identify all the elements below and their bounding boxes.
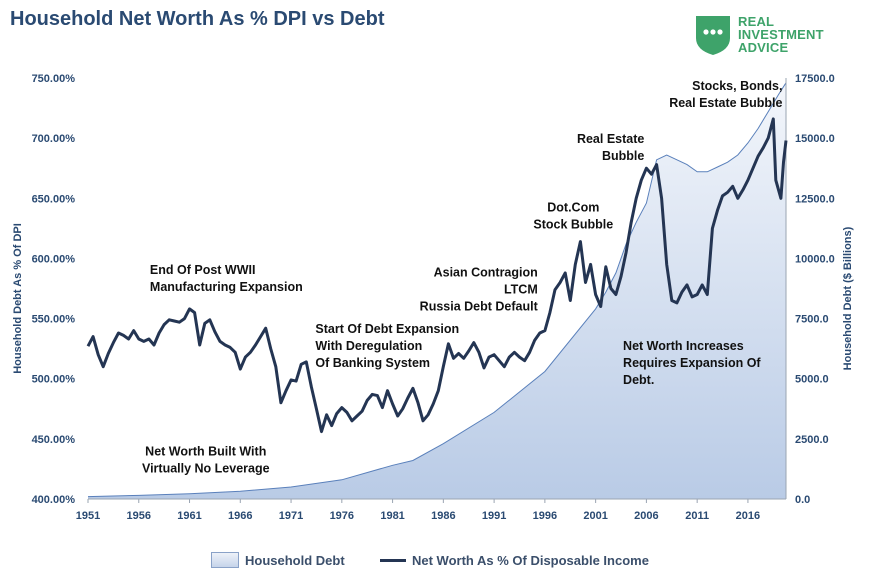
- legend-label-household-debt: Household Debt: [245, 552, 345, 568]
- y-left-tick-label: 450.00%: [32, 434, 76, 446]
- y-right-tick-label: 2500.0: [795, 434, 829, 446]
- y-right-tick-label: 7500.0: [795, 314, 829, 326]
- annotation-line: Russia Debt Default: [420, 299, 539, 313]
- y-left-tick-label: 750.00%: [32, 73, 76, 85]
- x-tick-label: 1971: [279, 510, 303, 522]
- annotation-built: Net Worth Built With Virtually No Leverag…: [142, 445, 270, 476]
- legend-item-household-debt: Household Debt: [211, 548, 345, 572]
- y-left-tick-label: 650.00%: [32, 193, 76, 205]
- y-left-tick-label: 700.00%: [32, 133, 76, 145]
- annotation-line: Net Worth Increases: [623, 339, 744, 353]
- annotation-line: Bubble: [602, 149, 644, 163]
- y-right-tick-label: 12500.0: [795, 193, 835, 205]
- x-tick-label: 1951: [76, 510, 100, 522]
- y-left-tick-label: 400.00%: [32, 494, 76, 506]
- y-left-tick-label: 600.00%: [32, 253, 76, 265]
- annotation-dotcom: Dot.Com Stock Bubble: [533, 201, 613, 232]
- net-worth-line: [86, 117, 788, 434]
- annotation-line: Real Estate: [577, 132, 644, 146]
- brand-line-2: INVESTMENT: [738, 27, 824, 42]
- annotation-stocks: Stocks, Bonds, Real Estate Bubble: [669, 79, 782, 110]
- annotation-networth: Net Worth Increases Requires Expansion Of…: [623, 339, 761, 387]
- annotation-line: Requires Expansion Of: [623, 356, 761, 370]
- x-tick-label: 2006: [634, 510, 658, 522]
- chart-legend: Household Debt Net Worth As % Of Disposa…: [0, 548, 870, 572]
- y-right-axis-title: Household Debt ($ Billions): [842, 226, 854, 370]
- annotation-line: Net Worth Built With: [145, 445, 266, 459]
- legend-item-net-worth: Net Worth As % Of Disposable Income: [380, 548, 649, 572]
- annotation-line: Dot.Com: [547, 201, 599, 215]
- legend-swatch-area: [211, 552, 239, 568]
- x-tick-label: 1966: [228, 510, 252, 522]
- annotation-realestate: Real Estate Bubble: [577, 132, 644, 163]
- x-tick-label: 1956: [127, 510, 151, 522]
- x-tick-label: 1991: [482, 510, 506, 522]
- x-tick-label: 1961: [177, 510, 201, 522]
- annotation-line: Manufacturing Expansion: [150, 280, 303, 294]
- x-tick-label: 2011: [685, 510, 709, 522]
- x-tick-label: 1976: [330, 510, 354, 522]
- y-right-tick-label: 15000.0: [795, 133, 835, 145]
- y-left-axis-title: Household Debt As % Of DPI: [12, 223, 24, 374]
- y-left-tick-label: 500.00%: [32, 374, 76, 386]
- annotation-debt-start: Start Of Debt Expansion With Deregulation…: [315, 322, 459, 370]
- annotation-line: Debt.: [623, 373, 654, 387]
- y-right-tick-label: 10000.0: [795, 253, 835, 265]
- annotation-line: End Of Post WWII: [150, 263, 256, 277]
- household-debt-edge: [87, 82, 787, 498]
- x-tick-label: 1996: [533, 510, 557, 522]
- annotation-wwii: End Of Post WWII Manufacturing Expansion: [150, 263, 303, 294]
- chart-title: Household Net Worth As % DPI vs Debt: [10, 8, 385, 30]
- annotation-line: Virtually No Leverage: [142, 462, 270, 476]
- brand-logo: REAL INVESTMENT ADVICE: [694, 12, 854, 58]
- annotation-line: Start Of Debt Expansion: [315, 322, 459, 336]
- x-tick-label: 2001: [583, 510, 607, 522]
- annotation-line: Real Estate Bubble: [669, 96, 782, 110]
- household-debt-area: [88, 82, 786, 500]
- legend-swatch-line: [380, 558, 406, 562]
- annotation-line: LTCM: [504, 282, 538, 296]
- annotation-asian: Asian Contragion LTCM Russia Debt Default: [420, 265, 539, 313]
- annotation-line: Stocks, Bonds,: [692, 79, 782, 93]
- annotation-line: Asian Contragion: [434, 265, 538, 279]
- legend-label-net-worth: Net Worth As % Of Disposable Income: [412, 552, 649, 568]
- y-right-tick-label: 5000.0: [795, 374, 829, 386]
- annotation-line: Stock Bubble: [533, 218, 613, 232]
- chart-plot: 1951 1956 1961 1966 1971 1976 1981 1986 1991 1996…: [12, 73, 854, 522]
- brand-name: REAL INVESTMENT ADVICE: [738, 15, 824, 54]
- y-left-tick-label: 550.00%: [32, 314, 76, 326]
- brand-line-1: REAL: [738, 14, 775, 29]
- chat-bubble-shield-icon: [696, 16, 730, 55]
- x-tick-label: 1981: [380, 510, 404, 522]
- y-right-tick-label: 17500.0: [795, 73, 835, 85]
- brand-line-3: ADVICE: [738, 40, 789, 55]
- annotation-line: With Deregulation: [315, 339, 422, 353]
- annotation-line: Of Banking System: [315, 356, 430, 370]
- y-right-tick-label: 0.0: [795, 494, 810, 506]
- x-tick-label: 1986: [431, 510, 455, 522]
- x-tick-label: 2016: [736, 510, 760, 522]
